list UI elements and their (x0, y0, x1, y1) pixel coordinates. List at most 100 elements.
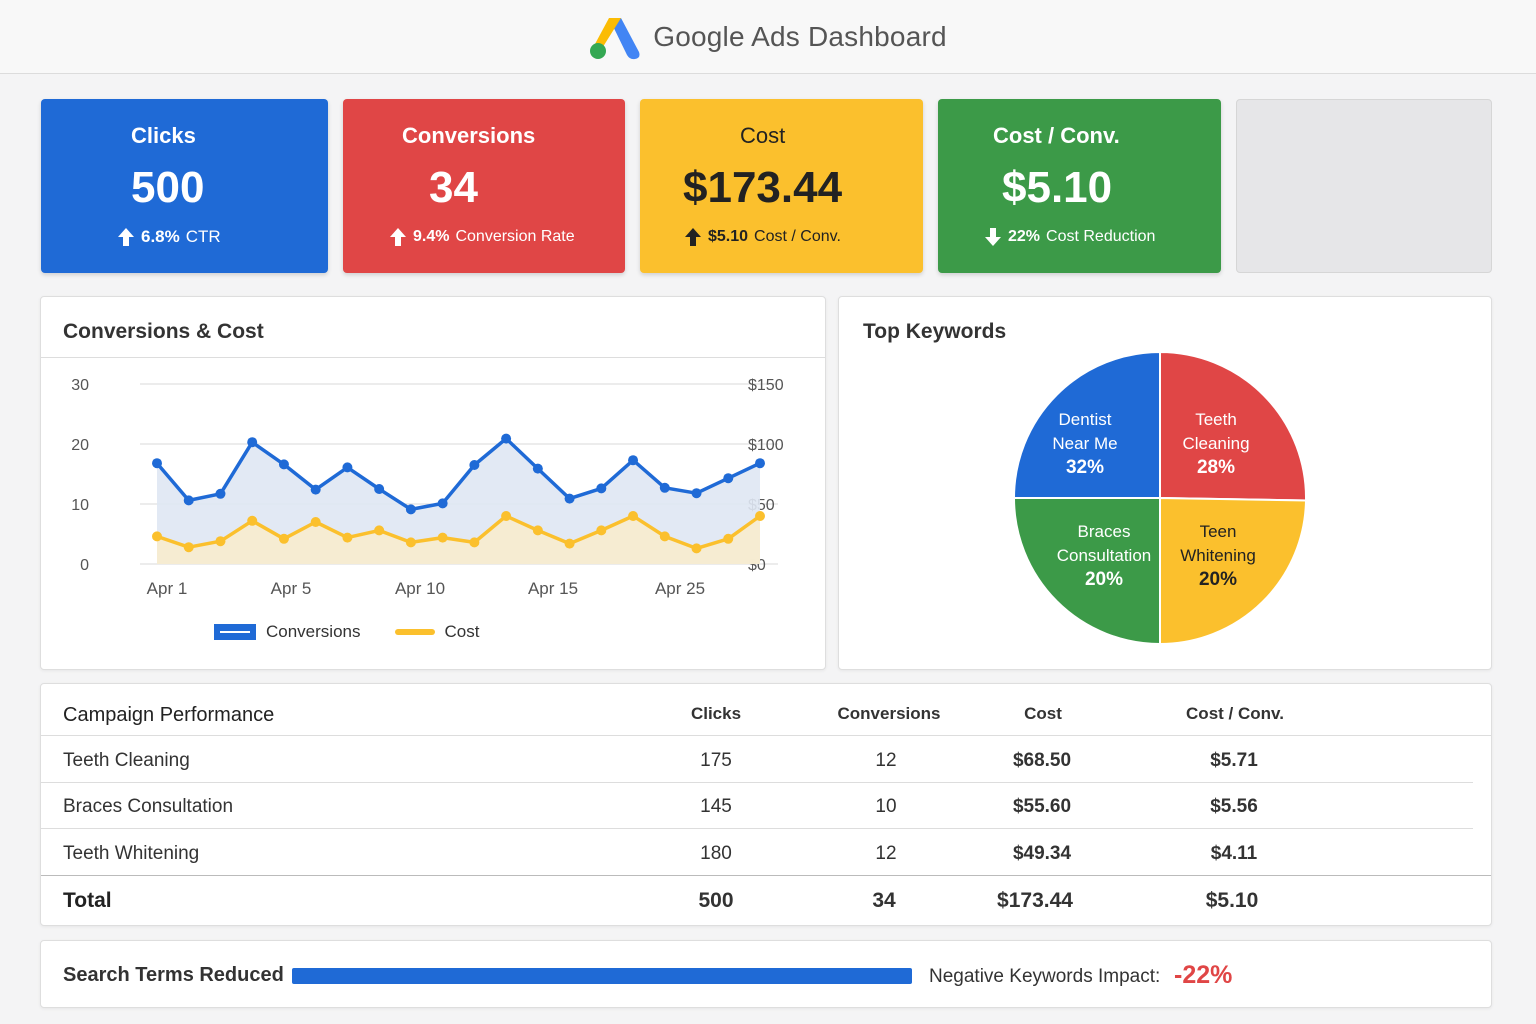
conversions-point (278, 459, 289, 470)
y-tick-label-left: 20 (71, 437, 89, 454)
total-cost-per-conv: $5.10 (1205, 889, 1259, 912)
x-tick-label: Apr 15 (528, 579, 578, 598)
conversions-point (310, 484, 321, 495)
kpi-title: Conversions (402, 123, 536, 148)
conversions-point (628, 455, 639, 466)
cell-cost-per-conv: $5.71 (1210, 750, 1258, 771)
pie-slice-label: Whitening (1180, 546, 1256, 565)
kpi-value: 34 (429, 163, 478, 212)
kpi-card-clicks[interactable]: Clicks 500 6.8% CTR (41, 99, 328, 273)
cell-clicks: 180 (700, 843, 732, 864)
cost-point (310, 517, 321, 527)
x-tick-label: Apr 25 (655, 579, 705, 598)
progress-fill (292, 968, 912, 984)
campaign-name: Braces Consultation (63, 796, 234, 817)
kpi-subtext: 9.4% Conversion Rate (389, 227, 575, 247)
conversions-point (501, 433, 512, 444)
total-divider (41, 875, 1491, 876)
x-tick-label: Apr 10 (395, 579, 445, 598)
impact-value: -22% (1174, 961, 1233, 989)
col-header-cost[interactable]: Cost (1024, 704, 1062, 723)
chart-legend: Conversions Cost (214, 622, 479, 642)
page-title: Google Ads Dashboard (653, 20, 947, 52)
total-cost: $173.44 (997, 889, 1073, 912)
cost-point (723, 533, 734, 544)
kpi-sub-value: 22% (1008, 228, 1041, 245)
kpi-title: Clicks (131, 123, 196, 148)
col-header-cost-per-conv[interactable]: Cost / Conv. (1186, 704, 1284, 723)
cost-point (374, 525, 385, 536)
cost-point (659, 531, 670, 542)
campaign-performance-card: Campaign Performance (40, 683, 1492, 926)
kpi-sub-label: Conversion Rate (455, 228, 575, 245)
card-title: Top Keywords (863, 320, 1007, 343)
total-label: Total (63, 889, 112, 912)
cost-point (755, 511, 765, 521)
pie-slice-label: Consultation (1057, 546, 1152, 565)
legend-swatch (394, 629, 435, 635)
col-header-clicks[interactable]: Clicks (690, 704, 742, 723)
cell-cost-per-conv: $5.56 (1210, 796, 1258, 817)
cost-point (183, 542, 194, 553)
conversions-point (564, 493, 575, 504)
google-ads-logo (590, 17, 640, 59)
kpi-subtext: 22% Cost Reduction (984, 227, 1155, 247)
cost-point (691, 543, 702, 554)
cell-cost: $55.60 (1012, 796, 1072, 817)
conversions-line (155, 436, 761, 512)
cell-conversions: 12 (875, 843, 897, 864)
pie-slice-label: Dentist (1059, 410, 1112, 429)
conversions-point (342, 462, 353, 473)
cost-point (215, 536, 226, 547)
conversions-point (532, 463, 543, 474)
kpi-card-empty (1236, 99, 1492, 273)
table-title: Campaign Performance (63, 704, 275, 726)
kpi-card-cost[interactable]: Cost $173.44 $5.10 Cost / Conv. (640, 99, 923, 273)
conversions-point (469, 460, 480, 470)
kpi-sub-value: 9.4% (413, 228, 450, 245)
top-keywords-pie-chart: Dentist Near Me 32% Teeth Cleaning 28% Teen Whi… (1012, 350, 1308, 646)
conversions-point (755, 458, 765, 469)
legend-item-cost[interactable]: Cost (394, 622, 479, 642)
pie-slice-label: Braces (1078, 522, 1131, 541)
cell-conversions: 10 (875, 796, 897, 817)
kpi-card-cost-per-conversion[interactable]: Cost / Conv. $5.10 22% Cost Reduction (938, 99, 1221, 273)
cost-point (501, 511, 512, 521)
pie-slice-label: Teeth (1195, 410, 1237, 429)
legend-item-conversions[interactable]: Conversions (214, 622, 361, 642)
cost-point (405, 537, 416, 548)
cost-point (437, 532, 448, 543)
cell-clicks: 145 (700, 796, 732, 817)
arrow-up-icon (118, 228, 134, 246)
conversions-point (405, 504, 416, 515)
pie-percent-label: 20% (1199, 569, 1237, 590)
cell-clicks: 175 (700, 750, 732, 771)
kpi-sub-value: $5.10 (708, 228, 749, 245)
cost-point (247, 515, 258, 526)
kpi-subtext: $5.10 Cost / Conv. (684, 227, 841, 247)
card-title: Conversions & Cost (63, 320, 264, 343)
cell-conversions: 12 (875, 750, 897, 771)
pie-slice (1012, 497, 1161, 646)
y-tick-label-left: 30 (71, 377, 89, 394)
x-tick-label: Apr 1 (147, 579, 188, 598)
cell-cost: $49.34 (1012, 843, 1072, 864)
pie-slice-label: Near Me (1052, 434, 1117, 453)
col-header-conversions[interactable]: Conversions (837, 704, 941, 723)
pie-slice (1012, 350, 1161, 499)
campaign-name: Teeth Whitening (63, 843, 200, 864)
conversions-point (247, 437, 258, 448)
table-divider (41, 735, 1491, 736)
legend-swatch (214, 624, 256, 640)
conversions-point (374, 484, 385, 494)
conversions-point (183, 495, 194, 506)
cost-point (596, 525, 607, 536)
cell-cost-per-conv: $4.11 (1210, 843, 1258, 864)
cost-point (342, 532, 353, 543)
kpi-card-conversions[interactable]: Conversions 34 9.4% Conversion Rate (343, 99, 625, 273)
cost-point (152, 531, 162, 542)
card-divider (41, 357, 825, 358)
kpi-sub-label: Cost / Conv. (754, 228, 841, 245)
row-divider (41, 782, 1473, 783)
